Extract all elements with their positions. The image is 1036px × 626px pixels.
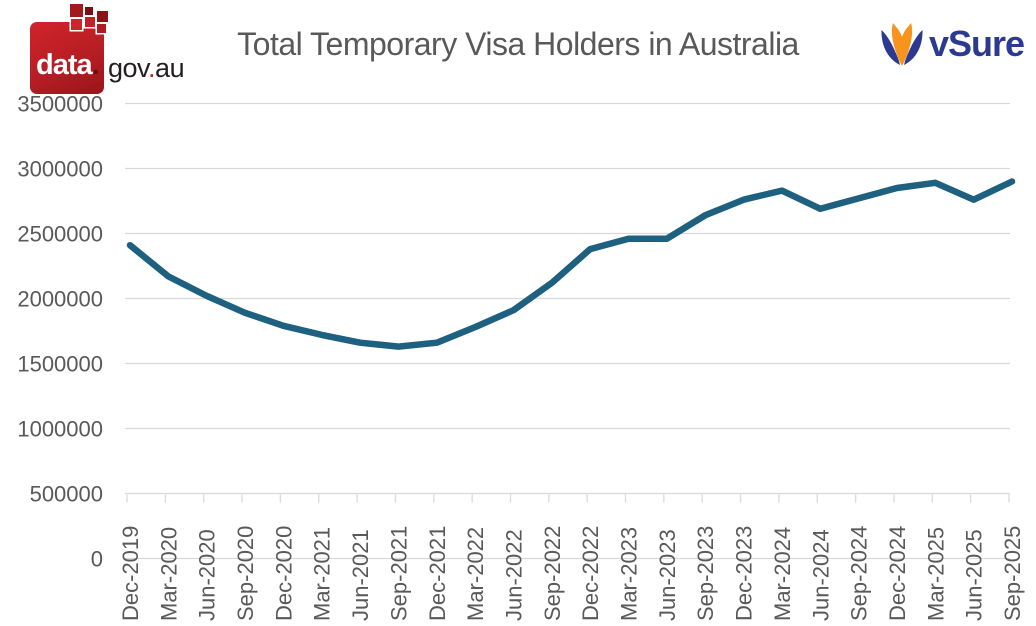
x-tick-label: Dec-2019 bbox=[118, 526, 143, 621]
x-tick-label: Jun-2020 bbox=[195, 529, 220, 621]
y-tick-label: 2000000 bbox=[17, 287, 103, 312]
x-tick-label: Mar-2023 bbox=[617, 527, 642, 621]
vsure-logo-text: vSure bbox=[928, 23, 1025, 64]
vsure-logo: vSure bbox=[879, 20, 1025, 68]
x-tick-label: Sep-2024 bbox=[847, 526, 872, 621]
x-tick-label: Jun-2023 bbox=[655, 529, 680, 621]
datagov-mosaic-square bbox=[85, 17, 95, 27]
y-tick-label: 3500000 bbox=[17, 92, 103, 117]
y-tick-label: 1000000 bbox=[17, 417, 103, 442]
datagov-logo-govau-text: gov.au bbox=[108, 53, 185, 83]
x-tick-label: Jun-2024 bbox=[808, 529, 833, 621]
x-tick-label: Sep-2020 bbox=[233, 526, 258, 621]
x-tick-label: Mar-2021 bbox=[310, 527, 335, 621]
x-tick-label: Mar-2020 bbox=[156, 527, 181, 621]
y-tick-label: 2500000 bbox=[17, 222, 103, 247]
x-tick-label: Dec-2021 bbox=[425, 526, 450, 621]
x-tick-label: Sep-2025 bbox=[1000, 526, 1025, 621]
series-line-total-temporary-visa-holders bbox=[126, 178, 1016, 350]
x-tick-label: Sep-2021 bbox=[386, 526, 411, 621]
x-tick-label: Dec-2022 bbox=[578, 526, 603, 621]
y-tick-label: 3000000 bbox=[17, 157, 103, 182]
datagov-red-square bbox=[30, 22, 104, 94]
chart-title: Total Temporary Visa Holders in Australi… bbox=[237, 26, 799, 62]
y-tick-label: 0 bbox=[91, 547, 103, 572]
x-tick-label: Dec-2020 bbox=[271, 526, 296, 621]
x-tick-label: Mar-2024 bbox=[770, 527, 795, 621]
x-tick-label: Jun-2025 bbox=[962, 529, 987, 621]
x-tick-label: Dec-2023 bbox=[732, 526, 757, 621]
x-tick-label: Jun-2021 bbox=[348, 529, 373, 621]
x-tick-label: Mar-2022 bbox=[463, 527, 488, 621]
x-tick-label: Dec-2024 bbox=[885, 526, 910, 621]
x-tick-label: Sep-2022 bbox=[540, 526, 565, 621]
datagov-logo: data. gov.au bbox=[26, 4, 226, 106]
datagov-mosaic-square bbox=[71, 19, 82, 30]
x-tick-label: Mar-2025 bbox=[923, 527, 948, 621]
datagov-logo-data-text: data. bbox=[36, 49, 100, 81]
datagov-mosaic-square bbox=[85, 7, 93, 15]
datagov-mosaic-square bbox=[97, 24, 106, 33]
y-tick-label: 1500000 bbox=[17, 352, 103, 377]
datagov-mosaic-square bbox=[70, 4, 83, 17]
vsure-fan-icon bbox=[881, 23, 923, 66]
x-tick-label: Jun-2022 bbox=[501, 529, 526, 621]
x-tick-label: Sep-2023 bbox=[693, 526, 718, 621]
datagov-mosaic-square bbox=[97, 11, 108, 22]
y-tick-label: 500000 bbox=[30, 482, 103, 507]
